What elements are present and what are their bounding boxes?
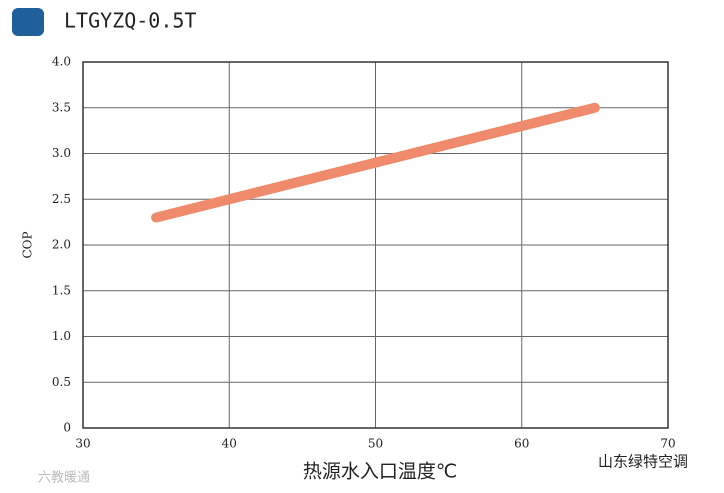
watermark: 山东绿特空调 xyxy=(598,453,688,471)
y-axis-label: COP xyxy=(21,231,35,258)
y-tick-label: 3.0 xyxy=(52,146,71,160)
y-tick-label: 0.5 xyxy=(52,375,71,389)
plot-frame xyxy=(82,61,669,429)
y-tick-label: 1.5 xyxy=(52,283,71,297)
y-tick-label: 4.0 xyxy=(52,55,71,69)
logo-icon xyxy=(12,8,44,36)
x-tick-label: 50 xyxy=(368,437,383,451)
y-tick-label: 1.0 xyxy=(52,329,71,343)
watermark: 六教暖通 xyxy=(38,470,90,486)
y-tick-label: 0 xyxy=(63,421,71,435)
x-tick-label: 70 xyxy=(660,437,675,451)
chart-title: LTGYZQ-0.5T xyxy=(64,9,196,33)
y-tick-label: 3.5 xyxy=(52,100,71,114)
x-tick-label: 40 xyxy=(222,437,237,451)
x-axis-label: 热源水入口温度℃ xyxy=(303,461,457,483)
y-tick-label: 2.0 xyxy=(52,238,71,252)
x-tick-label: 30 xyxy=(75,437,90,451)
data-line xyxy=(151,102,600,223)
y-tick-label: 2.5 xyxy=(52,192,71,206)
x-tick-label: 60 xyxy=(514,437,529,451)
